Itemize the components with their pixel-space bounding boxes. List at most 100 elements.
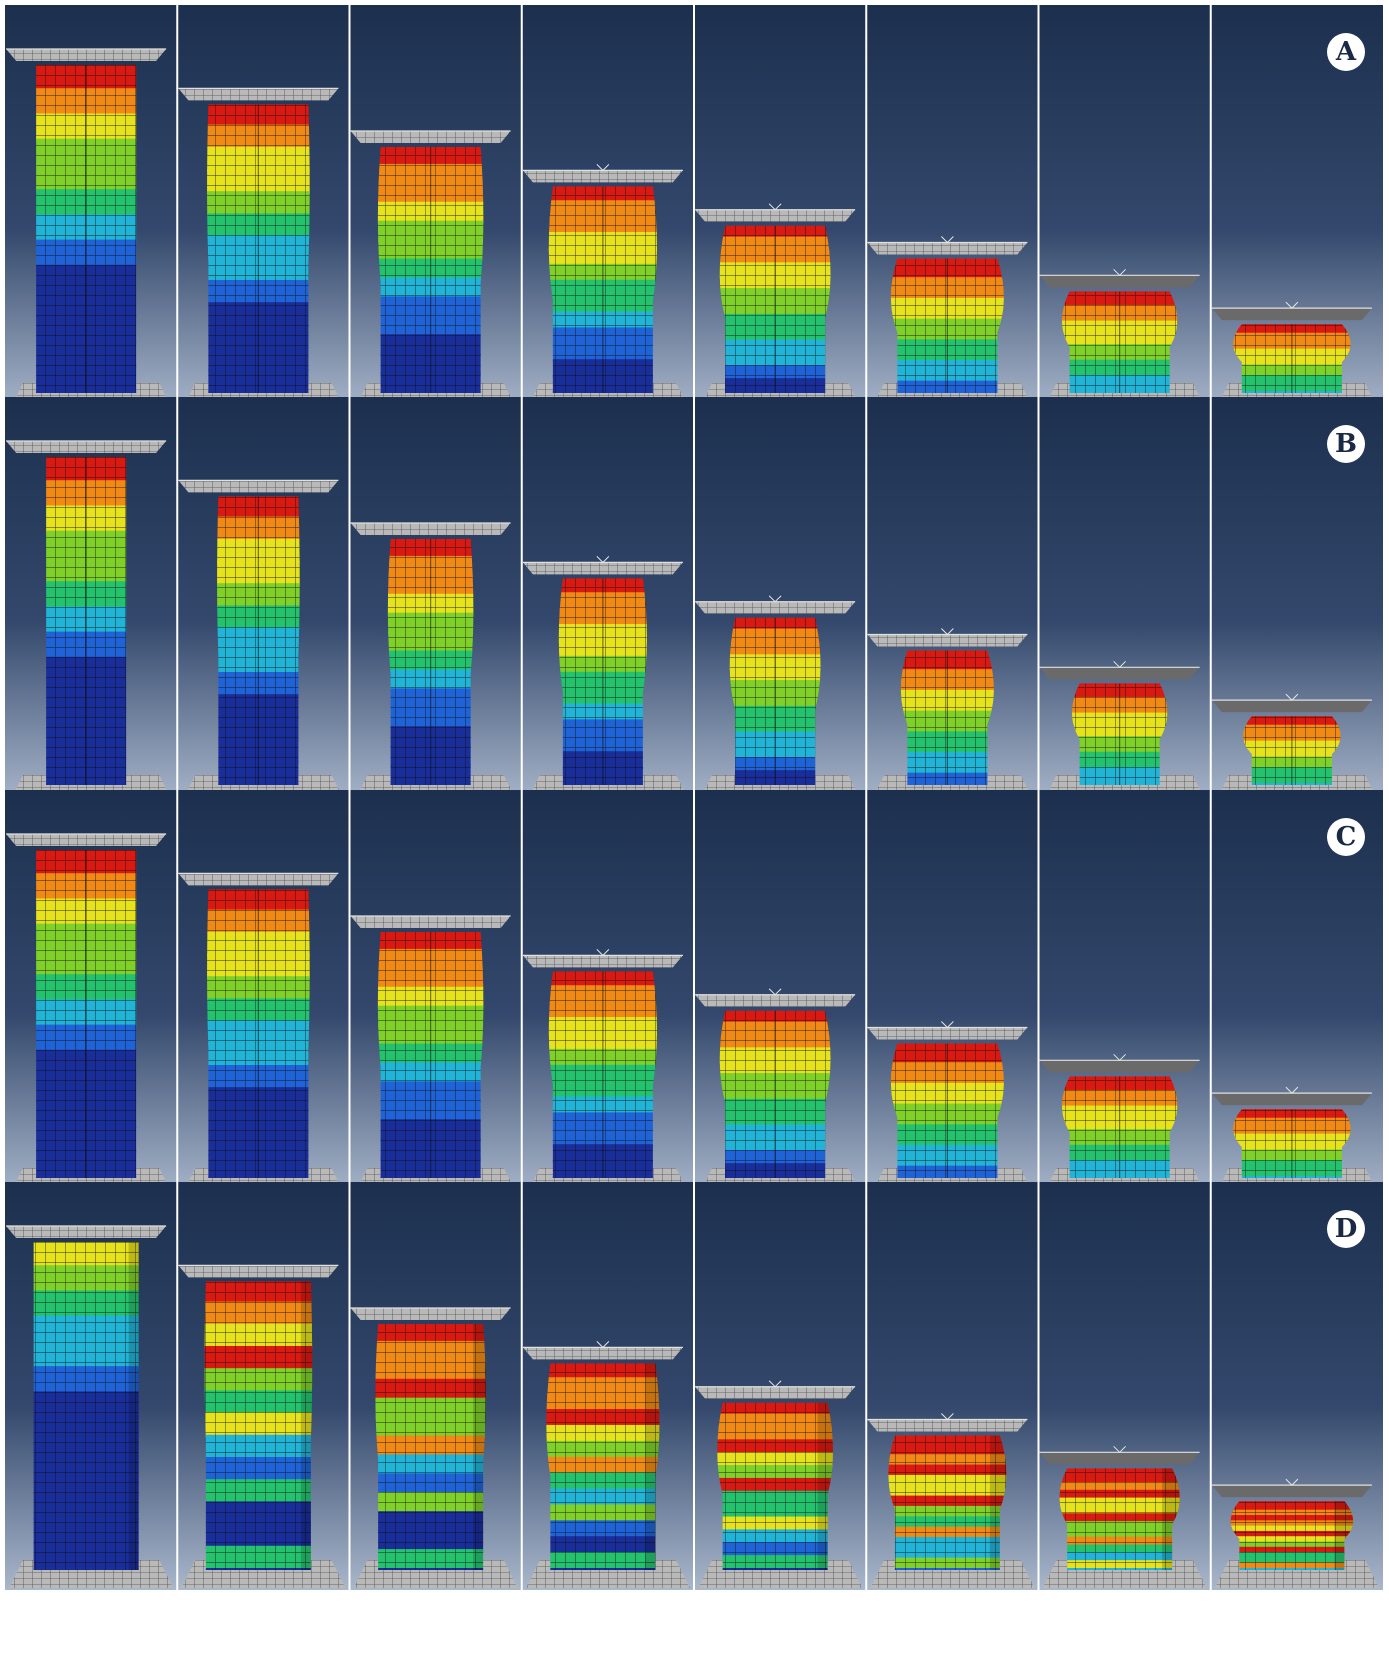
simulation-row-c: C (5, 790, 1383, 1198)
crushed-column (377, 932, 484, 1178)
top-plate (1039, 1452, 1200, 1465)
simulation-row-a: A (5, 5, 1383, 413)
top-plate (522, 562, 683, 575)
frame-c-2 (176, 790, 350, 1198)
top-plate (867, 242, 1028, 255)
top-plate (1211, 1093, 1372, 1106)
row-c-render (5, 790, 1383, 1198)
top-plate (1211, 308, 1372, 321)
top-plate (6, 1226, 167, 1238)
top-plate (867, 634, 1028, 647)
row-label: B (1327, 425, 1365, 463)
top-plate (522, 1347, 683, 1360)
frame-a-3 (348, 5, 522, 413)
crushed-column (729, 617, 821, 785)
crushed-column (377, 147, 484, 393)
top-plate (350, 523, 511, 535)
top-plate (178, 480, 339, 493)
crushed-column (1233, 324, 1351, 393)
top-plate (695, 994, 856, 1007)
frame-d-6 (865, 1182, 1039, 1590)
frame-b-7 (1037, 397, 1211, 805)
top-plate (6, 49, 167, 61)
crushed-column (558, 578, 647, 785)
crushed-column (217, 496, 300, 786)
row-a-render (5, 5, 1383, 413)
crushed-column (375, 1324, 486, 1570)
frame-d-8 (1209, 1182, 1383, 1590)
crushed-column (890, 1043, 1004, 1178)
frame-a-7 (1037, 5, 1211, 413)
crushed-column (207, 104, 310, 394)
top-plate (695, 209, 856, 222)
row-label: A (1327, 33, 1365, 71)
row-label: C (1327, 818, 1365, 856)
crushed-column (387, 539, 474, 785)
row-d-render (5, 1182, 1383, 1590)
top-plate (1211, 700, 1372, 713)
frame-a-4 (520, 5, 694, 413)
frame-b-5 (693, 397, 867, 805)
crushed-column (1062, 291, 1178, 393)
crushed-column (36, 850, 137, 1178)
crushed-column (548, 971, 657, 1178)
frame-d-7 (1037, 1182, 1211, 1590)
top-plate (867, 1027, 1028, 1040)
frame-b-6 (865, 397, 1039, 805)
frame-a-5 (693, 5, 867, 413)
top-plate (350, 1308, 511, 1320)
frame-a-6 (865, 5, 1039, 413)
top-plate (695, 1386, 856, 1399)
frame-d-1 (5, 1182, 178, 1590)
frame-b-2 (176, 397, 350, 805)
top-plate (6, 441, 167, 453)
frame-d-3 (348, 1182, 522, 1590)
top-plate (1039, 667, 1200, 680)
crushed-column (207, 889, 310, 1179)
frame-a-1 (5, 5, 178, 413)
crushed-column (33, 1242, 139, 1570)
frame-c-6 (865, 790, 1039, 1198)
crushed-column (719, 225, 831, 393)
frame-a-2 (176, 5, 350, 413)
top-plate (1211, 1485, 1372, 1498)
row-label: D (1327, 1210, 1365, 1248)
crushed-column (719, 1010, 831, 1178)
crushed-column (717, 1402, 834, 1570)
crushed-column (1243, 716, 1341, 785)
simulation-row-d: D (5, 1182, 1383, 1590)
top-plate (867, 1419, 1028, 1432)
top-plate (350, 916, 511, 928)
crushed-column (900, 650, 994, 785)
crushed-column (548, 186, 657, 393)
crushed-column (1062, 1076, 1178, 1178)
top-plate (1039, 1060, 1200, 1073)
crushed-column (1233, 1109, 1351, 1178)
frame-c-7 (1037, 790, 1211, 1198)
crushed-column (888, 1435, 1007, 1570)
crushed-column (1230, 1501, 1354, 1570)
top-plate (178, 88, 339, 101)
frame-d-5 (693, 1182, 867, 1590)
crushed-column (36, 65, 137, 393)
top-plate (695, 601, 856, 614)
frame-c-1 (5, 790, 178, 1198)
frame-b-3 (348, 397, 522, 805)
top-plate (522, 170, 683, 183)
frame-b-4 (520, 397, 694, 805)
simulation-row-b: B (5, 397, 1383, 805)
crushed-column (46, 457, 127, 785)
frame-d-4 (520, 1182, 694, 1590)
frame-c-8 (1209, 790, 1383, 1198)
crushed-column (204, 1281, 313, 1571)
frame-d-2 (176, 1182, 350, 1590)
top-plate (6, 834, 167, 846)
crushed-column (1059, 1468, 1180, 1570)
row-b-render (5, 397, 1383, 805)
frame-c-4 (520, 790, 694, 1198)
top-plate (522, 955, 683, 968)
frame-c-5 (693, 790, 867, 1198)
crushed-column (890, 258, 1004, 393)
frame-c-3 (348, 790, 522, 1198)
